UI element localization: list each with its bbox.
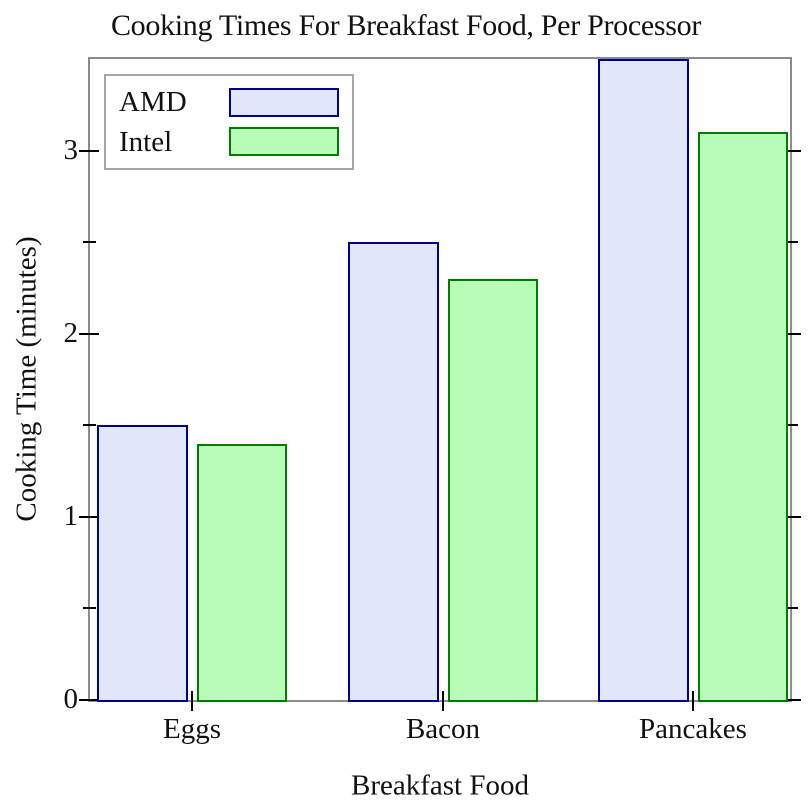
legend-label-amd: AMD: [119, 86, 187, 119]
y-tick-label: 3: [63, 133, 79, 166]
x-tick: [191, 691, 193, 711]
legend: AMD Intel: [104, 74, 354, 170]
y-tick-left: [79, 332, 99, 335]
legend-swatch-amd: [229, 87, 339, 117]
y-tick-label: 0: [63, 683, 79, 715]
y-tick-right: [784, 241, 798, 244]
legend-item-amd: AMD: [119, 87, 339, 117]
y-tick-right: [784, 607, 798, 610]
x-category-label: Eggs: [163, 713, 221, 745]
x-category-label: Bacon: [405, 713, 481, 745]
y-tick-left: [82, 607, 96, 610]
y-tick-right: [784, 424, 798, 427]
y-tick-right: [781, 699, 801, 701]
chart-title: Cooking Times For Breakfast Food, Per Pr…: [110, 9, 702, 42]
x-tick: [692, 691, 694, 711]
y-tick-right: [781, 515, 801, 518]
y-tick-right: [781, 332, 801, 335]
y-tick-left: [79, 515, 99, 518]
bar-intel-eggs: [197, 443, 287, 702]
bar-amd-bacon: [348, 242, 439, 702]
legend-item-intel: Intel: [119, 127, 339, 157]
x-category-label: Pancakes: [639, 713, 747, 745]
y-tick-left: [79, 699, 99, 701]
y-axis-label: Cooking Time (minutes): [10, 236, 43, 522]
y-tick-left: [82, 424, 96, 427]
y-tick-left: [79, 149, 99, 152]
y-tick-label: 1: [63, 499, 79, 532]
bar-amd-eggs: [97, 425, 188, 702]
y-tick-right: [781, 149, 801, 152]
bar-amd-pancakes: [598, 59, 689, 702]
legend-swatch-intel: [229, 127, 339, 157]
x-axis-label: Breakfast Food: [351, 769, 529, 802]
bar-intel-bacon: [448, 278, 538, 702]
bar-intel-pancakes: [698, 132, 788, 702]
y-tick-left: [82, 241, 96, 244]
x-tick: [442, 691, 444, 711]
legend-label-intel: Intel: [119, 125, 173, 158]
y-tick-label: 2: [63, 316, 79, 349]
